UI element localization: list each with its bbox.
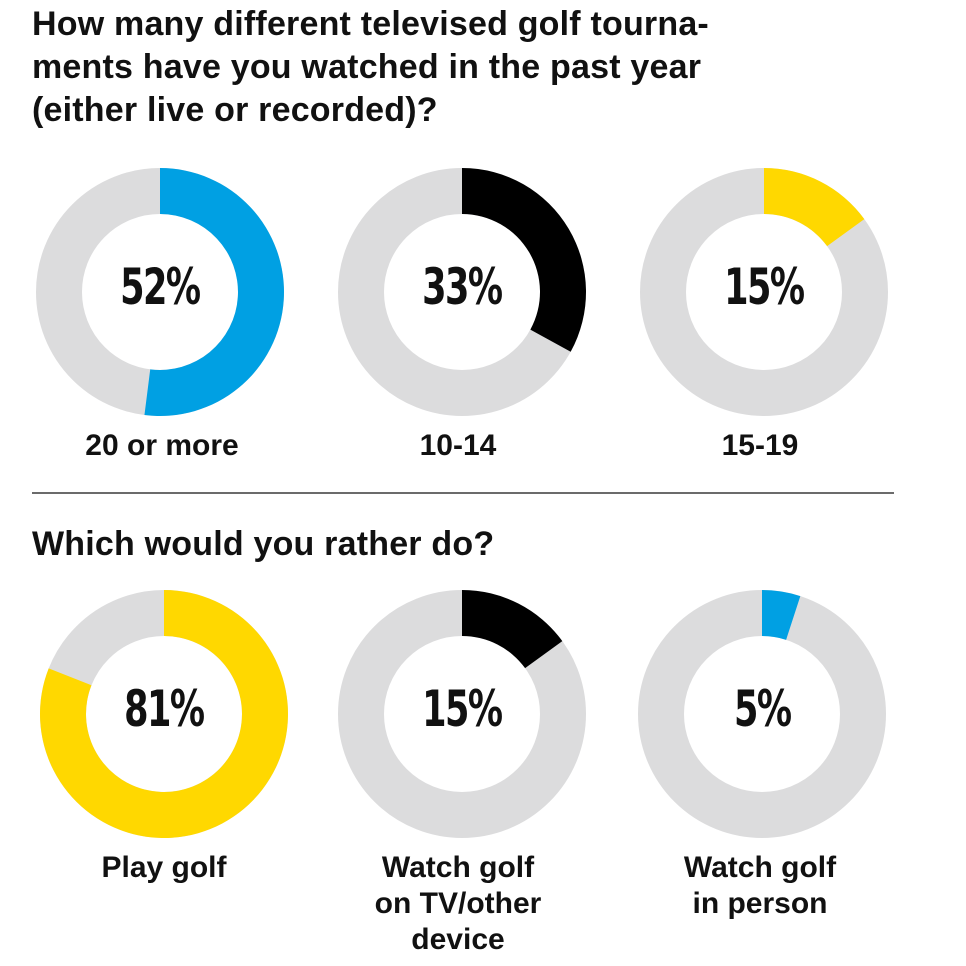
donut-watch-tv <box>338 590 586 838</box>
percent-label: 15% <box>422 680 503 738</box>
percent-label: 52% <box>120 258 201 316</box>
section-divider <box>32 492 894 494</box>
donut-segment <box>762 590 801 640</box>
donut-10-14 <box>338 168 586 416</box>
donut-segment <box>144 168 285 416</box>
percent-label: 5% <box>733 680 792 738</box>
question-1-title: How many different televised golf tourna… <box>32 5 709 129</box>
donut-segment <box>764 168 865 247</box>
category-label: Watch golf on TV/other device <box>374 851 542 956</box>
category-label: 20 or more <box>85 429 239 462</box>
donut-segment <box>462 590 563 669</box>
category-label: 10-14 <box>419 429 497 462</box>
donut-play-golf <box>39 590 289 838</box>
category-label: Play golf <box>101 851 227 884</box>
question-2-title: Which would you rather do? <box>32 525 495 563</box>
donut-segment <box>462 168 586 352</box>
percent-label: 81% <box>124 680 205 738</box>
category-label: 15-19 <box>721 429 799 462</box>
category-label: Watch golf in person <box>683 851 837 920</box>
donut-segment <box>39 590 289 838</box>
percent-label: 33% <box>422 258 503 316</box>
donut-watch-in-person <box>638 590 886 838</box>
donut-15-19 <box>640 168 888 416</box>
donut-20-or-more <box>36 168 285 416</box>
percent-label: 15% <box>724 258 805 316</box>
